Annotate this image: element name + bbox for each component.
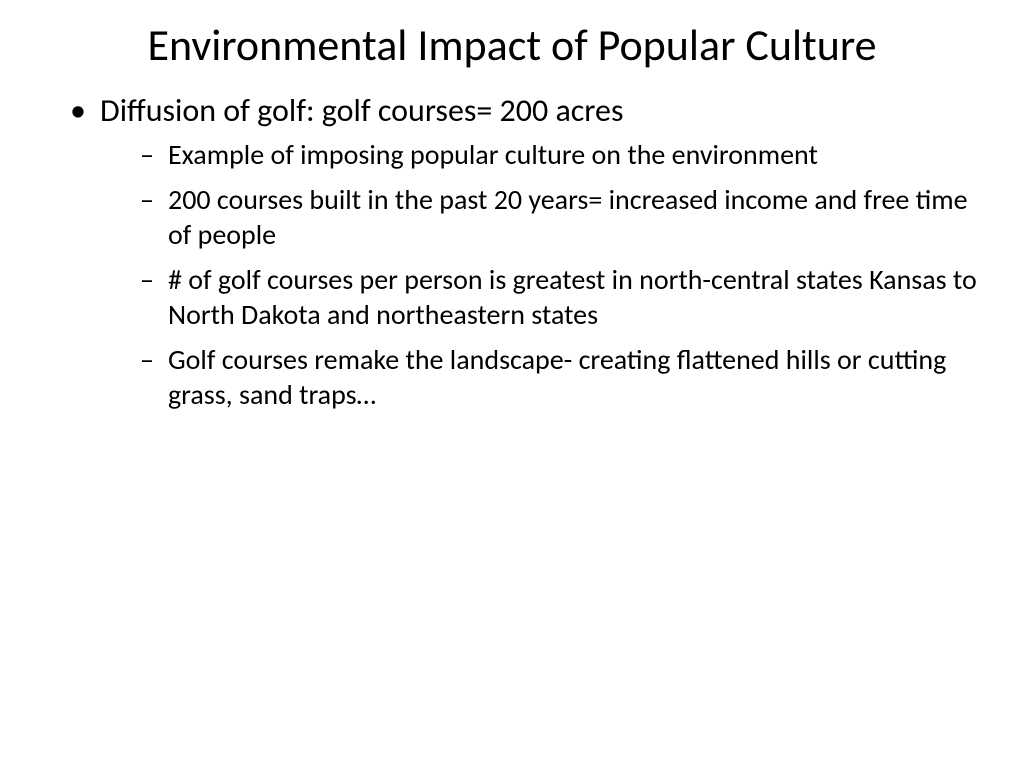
bullet-l2: Example of imposing popular culture on t… <box>140 137 984 172</box>
bullet-l2: Golf courses remake the landscape- creat… <box>140 342 984 412</box>
sub-bullet-list: Example of imposing popular culture on t… <box>100 137 984 412</box>
bullet-l2: 200 courses built in the past 20 years= … <box>140 182 984 252</box>
bullet-l2: # of golf courses per person is greatest… <box>140 262 984 332</box>
bullet-l1-text: Diffusion of golf: golf courses= 200 acr… <box>100 91 623 130</box>
slide-title: Environmental Impact of Popular Culture <box>40 20 984 71</box>
bullet-list: Diffusion of golf: golf courses= 200 acr… <box>40 91 984 412</box>
bullet-l1: Diffusion of golf: golf courses= 200 acr… <box>70 91 984 412</box>
